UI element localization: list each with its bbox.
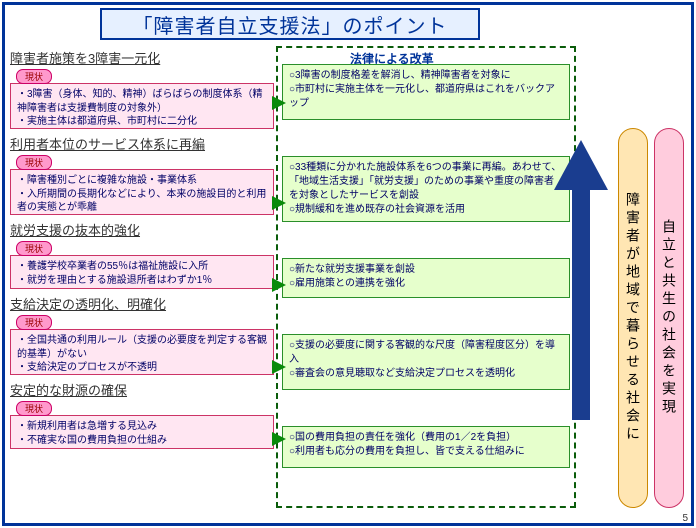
connector-arrow-3 xyxy=(272,278,288,292)
section-heading: 支給決定の透明化、明確化 xyxy=(10,294,274,313)
section-heading: 安定的な財源の確保 xyxy=(10,380,274,399)
current-state-box: ・養護学校卒業者の55％は福祉施設に入所 ・就労を理由とする施設退所者はわずか1… xyxy=(10,255,274,289)
connector-arrow-4 xyxy=(272,360,288,374)
title-text: 「障害者自立支援法」のポイント xyxy=(133,10,448,39)
section-3-left: 就労支援の抜本的強化現状・養護学校卒業者の55％は福祉施設に入所 ・就労を理由と… xyxy=(10,220,274,289)
connector-arrow-1 xyxy=(272,96,288,110)
reform-box-1: ○3障害の制度格差を解消し、精神障害者を対象に ○市町村に実施主体を一元化し、都… xyxy=(282,64,570,120)
pill-independence: 自立と共生の社会を実現 xyxy=(654,128,684,508)
reform-box-2: ○33種類に分かれた施設体系を6つの事業に再編。あわせて、「地域生活支援」「就労… xyxy=(282,156,570,222)
genjyo-tag: 現状 xyxy=(16,401,52,416)
pill1-text: 障害者が地域で暮らせる社会に xyxy=(623,192,643,444)
title-banner: 「障害者自立支援法」のポイント xyxy=(100,8,480,40)
genjyo-tag: 現状 xyxy=(16,155,52,170)
reform-box-3: ○新たな就労支援事業を創設 ○雇用施策との連携を強化 xyxy=(282,258,570,298)
current-state-box: ・新規利用者は急増する見込み ・不確実な国の費用負担の仕組み xyxy=(10,415,274,449)
pill-society-local: 障害者が地域で暮らせる社会に xyxy=(618,128,648,508)
connector-arrow-5 xyxy=(272,432,288,446)
current-state-box: ・3障害（身体、知的、精神）ばらばらの制度体系（精神障害者は支援費制度の対象外）… xyxy=(10,83,274,129)
genjyo-tag: 現状 xyxy=(16,241,52,256)
current-state-box: ・障害種別ごとに複雑な施設・事業体系 ・入所期間の長期化などにより、本来の施設目… xyxy=(10,169,274,215)
reform-box-4: ○支援の必要度に関する客観的な尺度（障害程度区分）を導入 ○審査会の意見聴取など… xyxy=(282,334,570,390)
section-4-left: 支給決定の透明化、明確化現状・全国共通の利用ルール（支援の必要度を判定する客観的… xyxy=(10,294,274,375)
genjyo-tag: 現状 xyxy=(16,315,52,330)
section-heading: 障害者施策を3障害一元化 xyxy=(10,48,274,67)
section-heading: 就労支援の抜本的強化 xyxy=(10,220,274,239)
section-heading: 利用者本位のサービス体系に再編 xyxy=(10,134,274,153)
big-arrow-body xyxy=(572,180,590,420)
current-state-box: ・全国共通の利用ルール（支援の必要度を判定する客観的基準）がない ・支給決定のプ… xyxy=(10,329,274,375)
section-1-left: 障害者施策を3障害一元化現状・3障害（身体、知的、精神）ばらばらの制度体系（精神… xyxy=(10,48,274,129)
reform-box-5: ○国の費用負担の責任を強化（費用の1／2を負担） ○利用者も応分の費用を負担し、… xyxy=(282,426,570,468)
pill2-text: 自立と共生の社会を実現 xyxy=(659,219,679,417)
genjyo-tag: 現状 xyxy=(16,69,52,84)
section-5-left: 安定的な財源の確保現状・新規利用者は急増する見込み ・不確実な国の費用負担の仕組… xyxy=(10,380,274,449)
section-2-left: 利用者本位のサービス体系に再編現状・障害種別ごとに複雑な施設・事業体系 ・入所期… xyxy=(10,134,274,215)
page-number: 5 xyxy=(682,513,688,524)
connector-arrow-2 xyxy=(272,196,288,210)
